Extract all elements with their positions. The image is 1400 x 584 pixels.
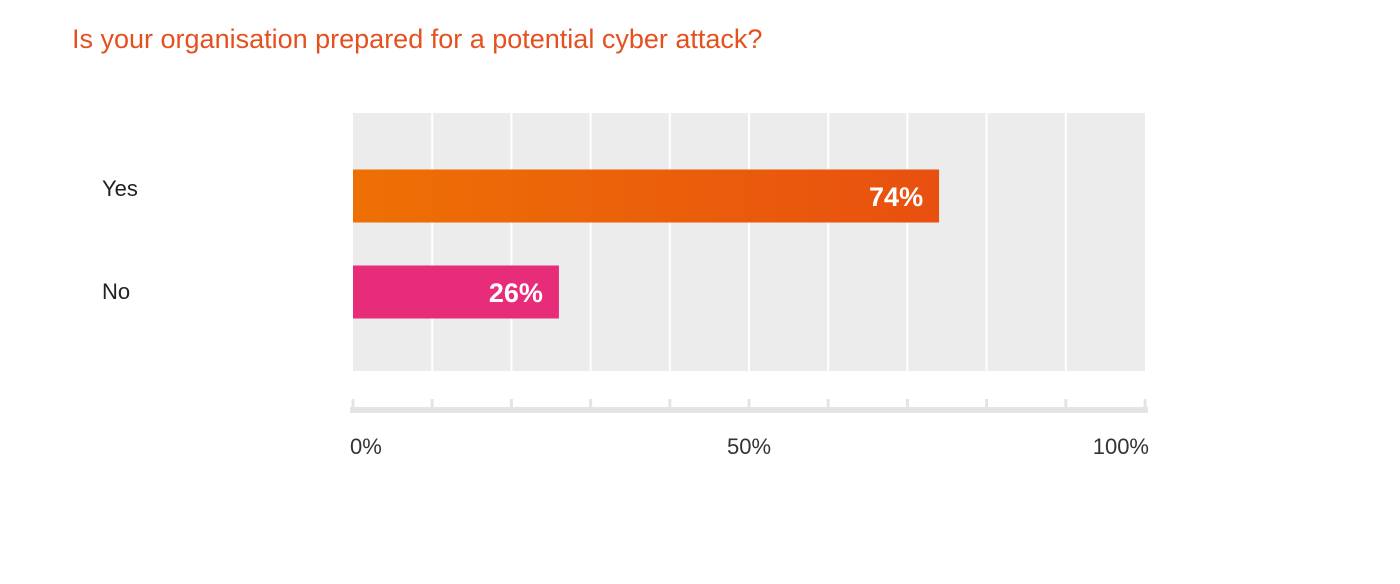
x-tick-label: 100% — [1093, 434, 1149, 459]
x-tick-label: 50% — [727, 434, 771, 459]
x-axis-tick — [589, 399, 593, 409]
x-axis-tick — [985, 399, 989, 409]
x-axis-line — [350, 407, 1148, 413]
x-axis-tick — [905, 399, 909, 409]
bars: 74% Yes 26% No — [102, 169, 940, 319]
bar-value-label-yes: 74% — [869, 182, 923, 212]
bar-yes — [353, 169, 940, 223]
x-axis-tick — [351, 399, 355, 409]
x-axis-tick — [1143, 399, 1147, 409]
x-axis-tick — [747, 399, 751, 409]
x-axis-tick — [668, 399, 672, 409]
bar-value-label-no: 26% — [489, 278, 543, 308]
category-label-no: No — [102, 279, 130, 304]
x-axis-tick — [826, 399, 830, 409]
x-tick-label: 0% — [350, 434, 382, 459]
bar-no — [353, 265, 559, 319]
x-axis-tick — [509, 399, 513, 409]
category-label-yes: Yes — [102, 176, 138, 201]
gridlines — [431, 113, 1067, 371]
x-axis-tick — [1064, 399, 1068, 409]
x-axis-tick — [430, 399, 434, 409]
x-axis: 0% 50% 100% — [350, 399, 1149, 459]
chart-title: Is your organisation prepared for a pote… — [72, 24, 763, 54]
